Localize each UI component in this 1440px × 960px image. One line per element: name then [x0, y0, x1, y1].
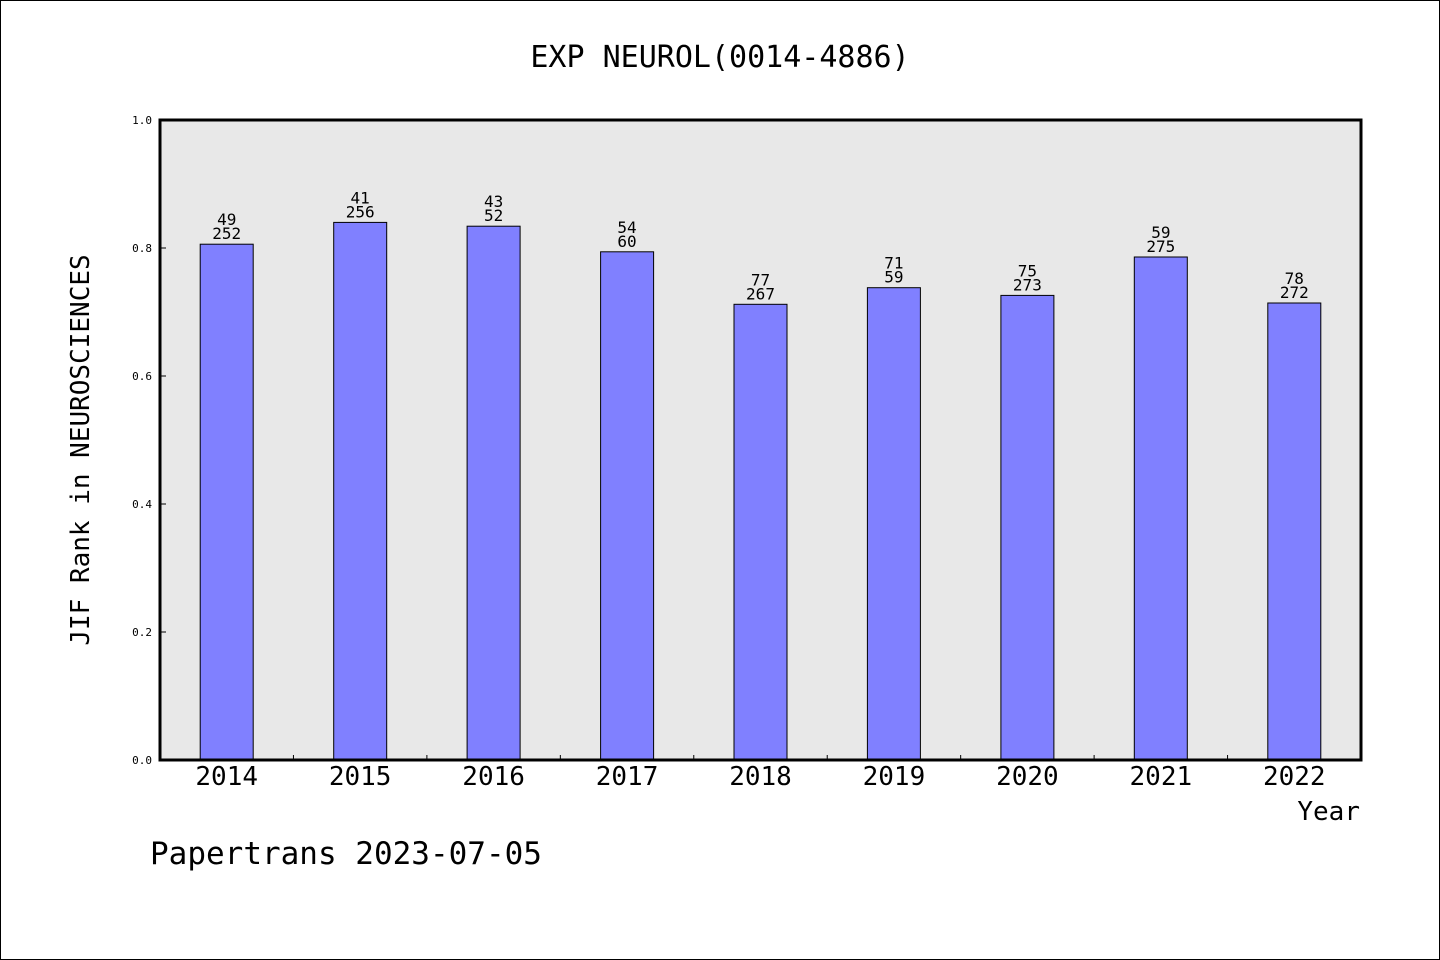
y-tick-label-0.2: 0.2 — [132, 626, 152, 639]
bar-2017 — [600, 251, 655, 761]
bar-label-rank-2020: 75 — [1018, 261, 1037, 280]
bar-label-total-2019: 59 — [884, 268, 903, 287]
x-axis-title: Year — [1297, 797, 1360, 827]
bar-2016 — [466, 225, 521, 761]
bar-label-rank-2019: 71 — [884, 254, 903, 273]
x-axis: 2014 2015 2016 2017 2018 2019 2020 2021 2022 — [195, 755, 1326, 792]
bar-2022 — [1267, 302, 1322, 761]
bar-label-rank-2015: 41 — [351, 188, 370, 207]
x-tick-label-2021: 2021 — [1130, 762, 1193, 792]
plot-border — [158, 118, 1363, 762]
bars-group — [199, 221, 1322, 761]
y-tick-label-0.4: 0.4 — [132, 498, 152, 511]
chart-title: EXP NEUROL(0014-4886) — [530, 40, 909, 75]
x-tick-label-2022: 2022 — [1263, 762, 1326, 792]
y-tick-label-0.0: 0.0 — [132, 754, 152, 767]
bar-label-total-2016: 52 — [484, 206, 503, 225]
y-tick-label-1.0: 1.0 — [132, 114, 152, 127]
watermark-text: Papertrans 2023-07-05 — [150, 836, 542, 872]
bar-2014 — [199, 243, 254, 761]
x-tick-label-2014: 2014 — [195, 762, 258, 792]
x-tick-label-2018: 2018 — [729, 762, 792, 792]
bar-2021 — [1133, 256, 1188, 761]
x-tick-label-2016: 2016 — [462, 762, 525, 792]
bar-label-rank-2017: 54 — [617, 218, 636, 237]
bar-label-total-2022: 272 — [1280, 283, 1309, 302]
bar-label-total-2021: 275 — [1146, 237, 1175, 256]
bar-label-total-2020: 273 — [1013, 275, 1042, 294]
bar-label-rank-2016: 43 — [484, 192, 503, 211]
bar-label-total-2014: 252 — [212, 224, 241, 243]
bar-2015 — [333, 221, 388, 761]
x-tick-label-2017: 2017 — [596, 762, 659, 792]
bar-2020 — [1000, 294, 1055, 761]
bar-label-total-2017: 60 — [617, 232, 636, 251]
bar-label-total-2015: 256 — [346, 202, 375, 221]
x-tick-label-2015: 2015 — [329, 762, 392, 792]
y-tick-label-0.6: 0.6 — [132, 370, 152, 383]
bar-2018 — [733, 303, 788, 761]
y-axis: 0.0 0.2 0.4 0.6 0.8 1.0 — [132, 114, 166, 767]
bar-2019 — [866, 287, 921, 761]
bar-label-rank-2022: 78 — [1285, 269, 1304, 288]
y-axis-title: JIF Rank in NEUROSCIENCES — [66, 254, 96, 645]
bar-label-total-2018: 267 — [746, 284, 775, 303]
x-tick-label-2019: 2019 — [863, 762, 926, 792]
y-tick-label-0.8: 0.8 — [132, 242, 152, 255]
x-tick-label-2020: 2020 — [996, 762, 1059, 792]
bar-label-rank-2014: 49 — [217, 210, 236, 229]
bar-label-rank-2021: 59 — [1151, 223, 1170, 242]
bar-label-rank-2018: 77 — [751, 270, 770, 289]
